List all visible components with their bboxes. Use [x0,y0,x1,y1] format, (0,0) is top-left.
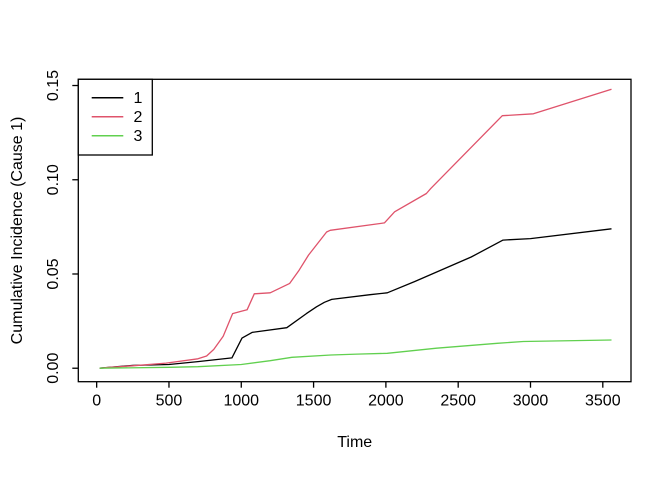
legend-label-1: 1 [134,90,143,107]
x-tick-label: 2500 [440,393,476,410]
x-tick-label: 3000 [513,393,549,410]
chart-plot-area: 0 500 1000 1500 2000 2500 3000 3500 0.00 0.05 0.10… [45,70,632,410]
legend-label-2: 2 [134,109,143,126]
x-tick-label: 500 [156,393,183,410]
x-tick-label: 2000 [368,393,404,410]
x-tick-label: 3500 [585,393,621,410]
y-axis-title: Cumulative Incidence (Cause 1) [9,117,26,345]
series-line-1 [99,228,612,369]
y-tick-label: 0.05 [45,258,62,289]
plot-border-box [77,78,632,383]
x-axis-title: Time [337,434,372,451]
legend-label-3: 3 [134,128,143,145]
y-tick-label: 0.10 [45,164,62,195]
series-line-3 [99,339,612,369]
x-tick-label: 1500 [296,393,332,410]
y-tick-label: 0.00 [45,353,62,384]
x-tick-label: 1000 [223,393,259,410]
x-tick-label: 0 [92,393,101,410]
y-tick-label: 0.15 [45,70,62,101]
series-line-2 [99,88,612,369]
